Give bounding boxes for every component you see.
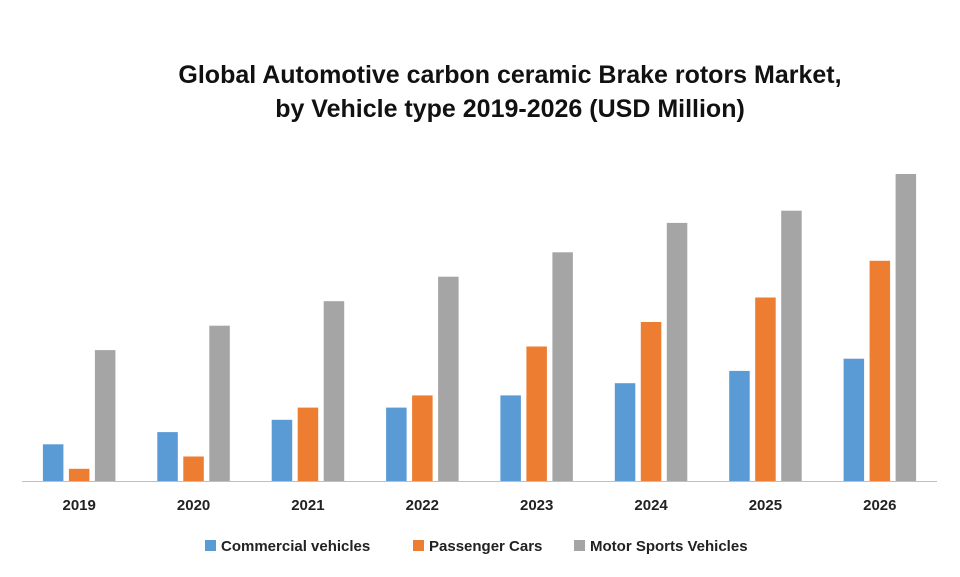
bar-motor-sports-vehicles-2024: [666, 222, 688, 481]
bar-commercial-vehicles-2021: [271, 419, 293, 481]
legend-label-motor-sports-vehicles: Motor Sports Vehicles: [590, 538, 748, 555]
legend-swatch-passenger-cars: [413, 540, 424, 551]
legend-swatch-commercial-vehicles: [205, 540, 216, 551]
bar-commercial-vehicles-2019: [42, 444, 64, 481]
bar-motor-sports-vehicles-2025: [781, 210, 802, 481]
x-tick-label: 2019: [63, 497, 96, 514]
legend-label-commercial-vehicles: Commercial vehicles: [221, 538, 370, 555]
x-tick-label: 2020: [177, 497, 210, 514]
bar-commercial-vehicles-2023: [500, 395, 521, 481]
bar-passenger-cars-2022: [412, 395, 433, 481]
bar-passenger-cars-2021: [297, 407, 319, 481]
x-tick-label: 2022: [406, 497, 439, 514]
x-tick-label: 2021: [291, 497, 324, 514]
bar-commercial-vehicles-2020: [157, 432, 178, 481]
x-tick-label: 2024: [634, 497, 668, 514]
bar-motor-sports-vehicles-2019: [94, 350, 116, 481]
bar-motor-sports-vehicles-2026: [895, 174, 917, 481]
bar-commercial-vehicles-2026: [843, 358, 865, 481]
bar-passenger-cars-2025: [755, 297, 776, 481]
bar-motor-sports-vehicles-2021: [323, 301, 345, 481]
bar-commercial-vehicles-2022: [386, 407, 407, 481]
bar-commercial-vehicles-2024: [614, 383, 636, 481]
bar-passenger-cars-2026: [869, 260, 891, 481]
legend-swatch-motor-sports-vehicles: [574, 540, 585, 551]
bar-passenger-cars-2023: [526, 346, 547, 481]
bar-motor-sports-vehicles-2020: [209, 325, 230, 481]
bar-motor-sports-vehicles-2022: [438, 276, 459, 481]
bar-commercial-vehicles-2025: [729, 370, 750, 481]
x-tick-label: 2023: [520, 497, 553, 514]
x-tick-label: 2026: [863, 497, 896, 514]
x-tick-label: 2025: [749, 497, 782, 514]
legend-label-passenger-cars: Passenger Cars: [429, 538, 542, 555]
chart-title: Global Automotive carbon ceramic Brake r…: [0, 58, 960, 126]
bar-motor-sports-vehicles-2023: [552, 252, 573, 481]
chart-title-line-1: Global Automotive carbon ceramic Brake r…: [178, 61, 842, 89]
bar-passenger-cars-2020: [183, 456, 204, 481]
chart-title-line-2: by Vehicle type 2019-2026 (USD Million): [275, 95, 745, 123]
bar-passenger-cars-2019: [68, 468, 90, 481]
bar-passenger-cars-2024: [640, 322, 662, 481]
